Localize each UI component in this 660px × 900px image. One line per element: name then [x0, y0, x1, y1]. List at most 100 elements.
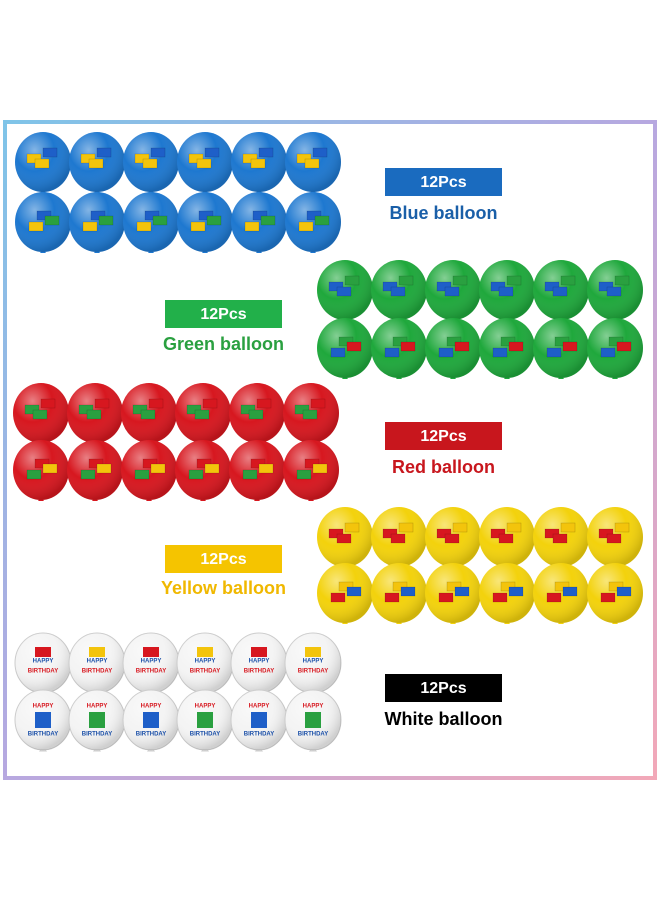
brick: [306, 210, 322, 221]
brick: [198, 210, 214, 221]
brick: [346, 341, 362, 352]
balloon: [371, 260, 427, 321]
count-badge: [385, 168, 502, 196]
balloon-print: HAPPY: [141, 704, 162, 710]
brick: [400, 341, 416, 352]
brick: [398, 522, 414, 533]
brick: [498, 533, 514, 544]
brick: [296, 153, 312, 164]
brick: [188, 153, 204, 164]
balloon-print: BIRTHDAY: [28, 669, 58, 675]
balloon: [13, 440, 69, 501]
balloon: [317, 260, 373, 321]
count-text: 12Pcs: [200, 551, 246, 568]
brick: [250, 158, 266, 169]
brick: [392, 581, 408, 592]
brick: [330, 592, 346, 603]
brick: [44, 215, 60, 226]
brick: [452, 275, 468, 286]
brick: [143, 712, 159, 728]
brick: [196, 458, 212, 469]
brick: [240, 404, 256, 415]
brick: [242, 469, 258, 480]
balloon: HAPPY BIRTHDAY: [68, 689, 126, 752]
balloon-print: BIRTHDAY: [136, 669, 166, 675]
count-badge: [165, 300, 282, 328]
brick: [78, 404, 94, 415]
brick: [140, 409, 156, 420]
balloon: HAPPY BIRTHDAY: [176, 632, 234, 695]
brick: [498, 286, 514, 297]
balloon: HAPPY BIRTHDAY: [284, 632, 342, 695]
brick: [34, 158, 50, 169]
balloon: [317, 507, 373, 568]
brick: [134, 153, 150, 164]
balloon-print: BIRTHDAY: [244, 669, 274, 675]
balloon-print: HAPPY: [249, 704, 270, 710]
balloon: [479, 318, 535, 379]
brick: [438, 347, 454, 358]
brick: [258, 147, 274, 158]
brick: [304, 458, 320, 469]
brick: [336, 533, 352, 544]
brick: [206, 215, 222, 226]
balloon-print: HAPPY: [33, 659, 54, 665]
balloon: [283, 383, 339, 444]
count-badge: [165, 545, 282, 573]
brick: [336, 286, 352, 297]
balloon: [425, 318, 481, 379]
brick: [40, 398, 56, 409]
balloon-print: BIRTHDAY: [298, 732, 328, 738]
brick: [260, 215, 276, 226]
brick: [312, 463, 328, 474]
brick: [492, 592, 508, 603]
brick: [338, 336, 354, 347]
balloon: [533, 318, 589, 379]
balloon: [425, 260, 481, 321]
balloon: [231, 192, 287, 253]
balloon: [67, 440, 123, 501]
brick: [552, 286, 568, 297]
balloon: [425, 507, 481, 568]
brick: [150, 147, 166, 158]
brick: [444, 533, 460, 544]
brick: [600, 592, 616, 603]
balloon: [479, 260, 535, 321]
brick: [256, 398, 272, 409]
balloon: HAPPY BIRTHDAY: [68, 632, 126, 695]
brick: [150, 463, 166, 474]
balloon-shine: [69, 633, 125, 693]
balloon-print: BIRTHDAY: [28, 732, 58, 738]
brick: [560, 522, 576, 533]
balloon: [13, 383, 69, 444]
brick: [314, 215, 330, 226]
brick: [304, 158, 320, 169]
brick: [344, 522, 360, 533]
brick: [142, 458, 158, 469]
brick: [42, 463, 58, 474]
brick: [26, 469, 42, 480]
brick: [42, 147, 58, 158]
brick: [86, 409, 102, 420]
brick: [144, 210, 160, 221]
brick: [328, 281, 344, 292]
color-label: White balloon: [385, 709, 503, 729]
balloon: [425, 563, 481, 624]
brick: [89, 712, 105, 728]
brick: [132, 404, 148, 415]
brick: [312, 147, 328, 158]
brick: [196, 158, 212, 169]
labels: 12Pcs Blue balloon 12Pcs Green balloon 12Pcs…: [161, 168, 503, 729]
brick: [251, 647, 267, 657]
balloon: [479, 507, 535, 568]
balloon-print: HAPPY: [303, 659, 324, 665]
frame: [3, 120, 657, 780]
brick: [190, 221, 206, 232]
balloon-print: HAPPY: [87, 659, 108, 665]
brick: [305, 712, 321, 728]
balloon-shine: [123, 633, 179, 693]
balloon: [121, 383, 177, 444]
brick: [80, 153, 96, 164]
count-badge: [385, 422, 502, 450]
brick: [35, 647, 51, 657]
